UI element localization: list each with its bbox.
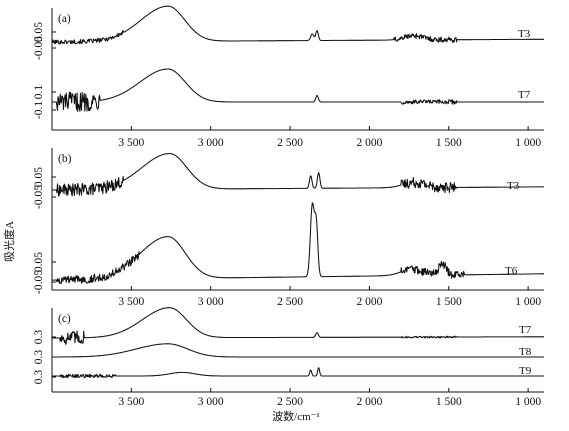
- x-tick-label: 3 500: [118, 137, 144, 149]
- x-tick-label: 1 500: [436, 137, 462, 149]
- x-tick-label: 1 000: [515, 296, 541, 308]
- x-tick-label: 1 000: [515, 137, 541, 149]
- x-tick-label: 1 500: [436, 396, 462, 408]
- x-tick-label: 1 500: [436, 296, 462, 308]
- y-tick-label: 0.3: [33, 330, 45, 345]
- panel-c-x-ticks: 3 500 3 000 2 500 2 000 1 500 1 000: [118, 388, 541, 408]
- y-axis-label: 吸光度A: [2, 221, 16, 262]
- y-tick-label: -0.05: [33, 185, 45, 209]
- spectrum-line-t8: [51, 343, 545, 358]
- y-tick-label: -0.1: [33, 101, 45, 119]
- panel-c-curves: T7 0.3 T8 0.3 T9 0.3: [33, 307, 545, 385]
- y-tick-label: 0.3: [33, 370, 45, 385]
- x-tick-label: 2 000: [356, 396, 382, 408]
- spectrum-line-t9: [51, 367, 545, 379]
- x-tick-label: 2 000: [356, 137, 382, 149]
- y-tick-label: 0.1: [33, 85, 45, 100]
- panel-b-label: (b): [58, 153, 72, 165]
- y-tick-label: -0.05: [33, 270, 45, 294]
- x-tick-label: 3 000: [198, 137, 224, 149]
- panel-b: (b) 3 500 3 000 2 500 2 000 1 500 1 000 T3 0.0…: [33, 148, 545, 308]
- spectrum-line-t7: [51, 307, 545, 345]
- x-tick-label: 1 000: [515, 396, 541, 408]
- x-tick-label: 3 000: [198, 396, 224, 408]
- y-tick-label: 0.05: [33, 167, 45, 187]
- x-axis-label: 波数/cm⁻¹: [272, 410, 320, 423]
- panel-b-x-ticks: 3 500 3 000 2 500 2 000 1 500 1 000: [118, 286, 541, 308]
- y-tick-label: 0.05: [33, 22, 45, 42]
- panel-c-label: (c): [58, 313, 71, 325]
- series-label-t7: T7: [519, 324, 532, 336]
- x-tick-label: 3 000: [198, 296, 224, 308]
- y-tick-label: 0.3: [33, 350, 45, 365]
- x-tick-label: 2 000: [356, 296, 382, 308]
- x-tick-label: 2 500: [277, 137, 303, 149]
- panel-a-x-ticks: 3 500 3 000 2 500 2 000 1 500 1 000: [118, 126, 541, 149]
- spectrum-line-t7: [51, 68, 545, 113]
- series-label-t3: T3: [507, 180, 520, 192]
- x-tick-label: 2 500: [277, 296, 303, 308]
- panel-a: (a) 3 500 3 000 2 500 2 000 1 500 1 000 T3 0.0…: [33, 5, 545, 149]
- series-label-t3: T3: [518, 28, 531, 40]
- panel-a-label: (a): [58, 13, 71, 25]
- y-tick-label: -0.05: [33, 36, 45, 60]
- spectrum-line-t6: [51, 202, 545, 285]
- series-label-t6: T6: [505, 265, 518, 277]
- panel-a-curves: T3 0.05-0.05 T7 0.1-0.1: [33, 5, 545, 119]
- x-tick-label: 3 500: [118, 296, 144, 308]
- series-label-t9: T9: [519, 365, 532, 377]
- spectrum-line-t3: [51, 5, 545, 45]
- y-tick-label: 0.05: [33, 252, 45, 272]
- panel-c: (c) 3 500 3 000 2 500 2 000 1 500 1 000 T7 0.3…: [33, 307, 545, 408]
- series-label-t8: T8: [519, 346, 532, 358]
- spectrum-line-t3: [51, 152, 545, 197]
- x-tick-label: 3 500: [118, 396, 144, 408]
- series-label-t7: T7: [518, 89, 531, 101]
- x-tick-label: 2 500: [277, 396, 303, 408]
